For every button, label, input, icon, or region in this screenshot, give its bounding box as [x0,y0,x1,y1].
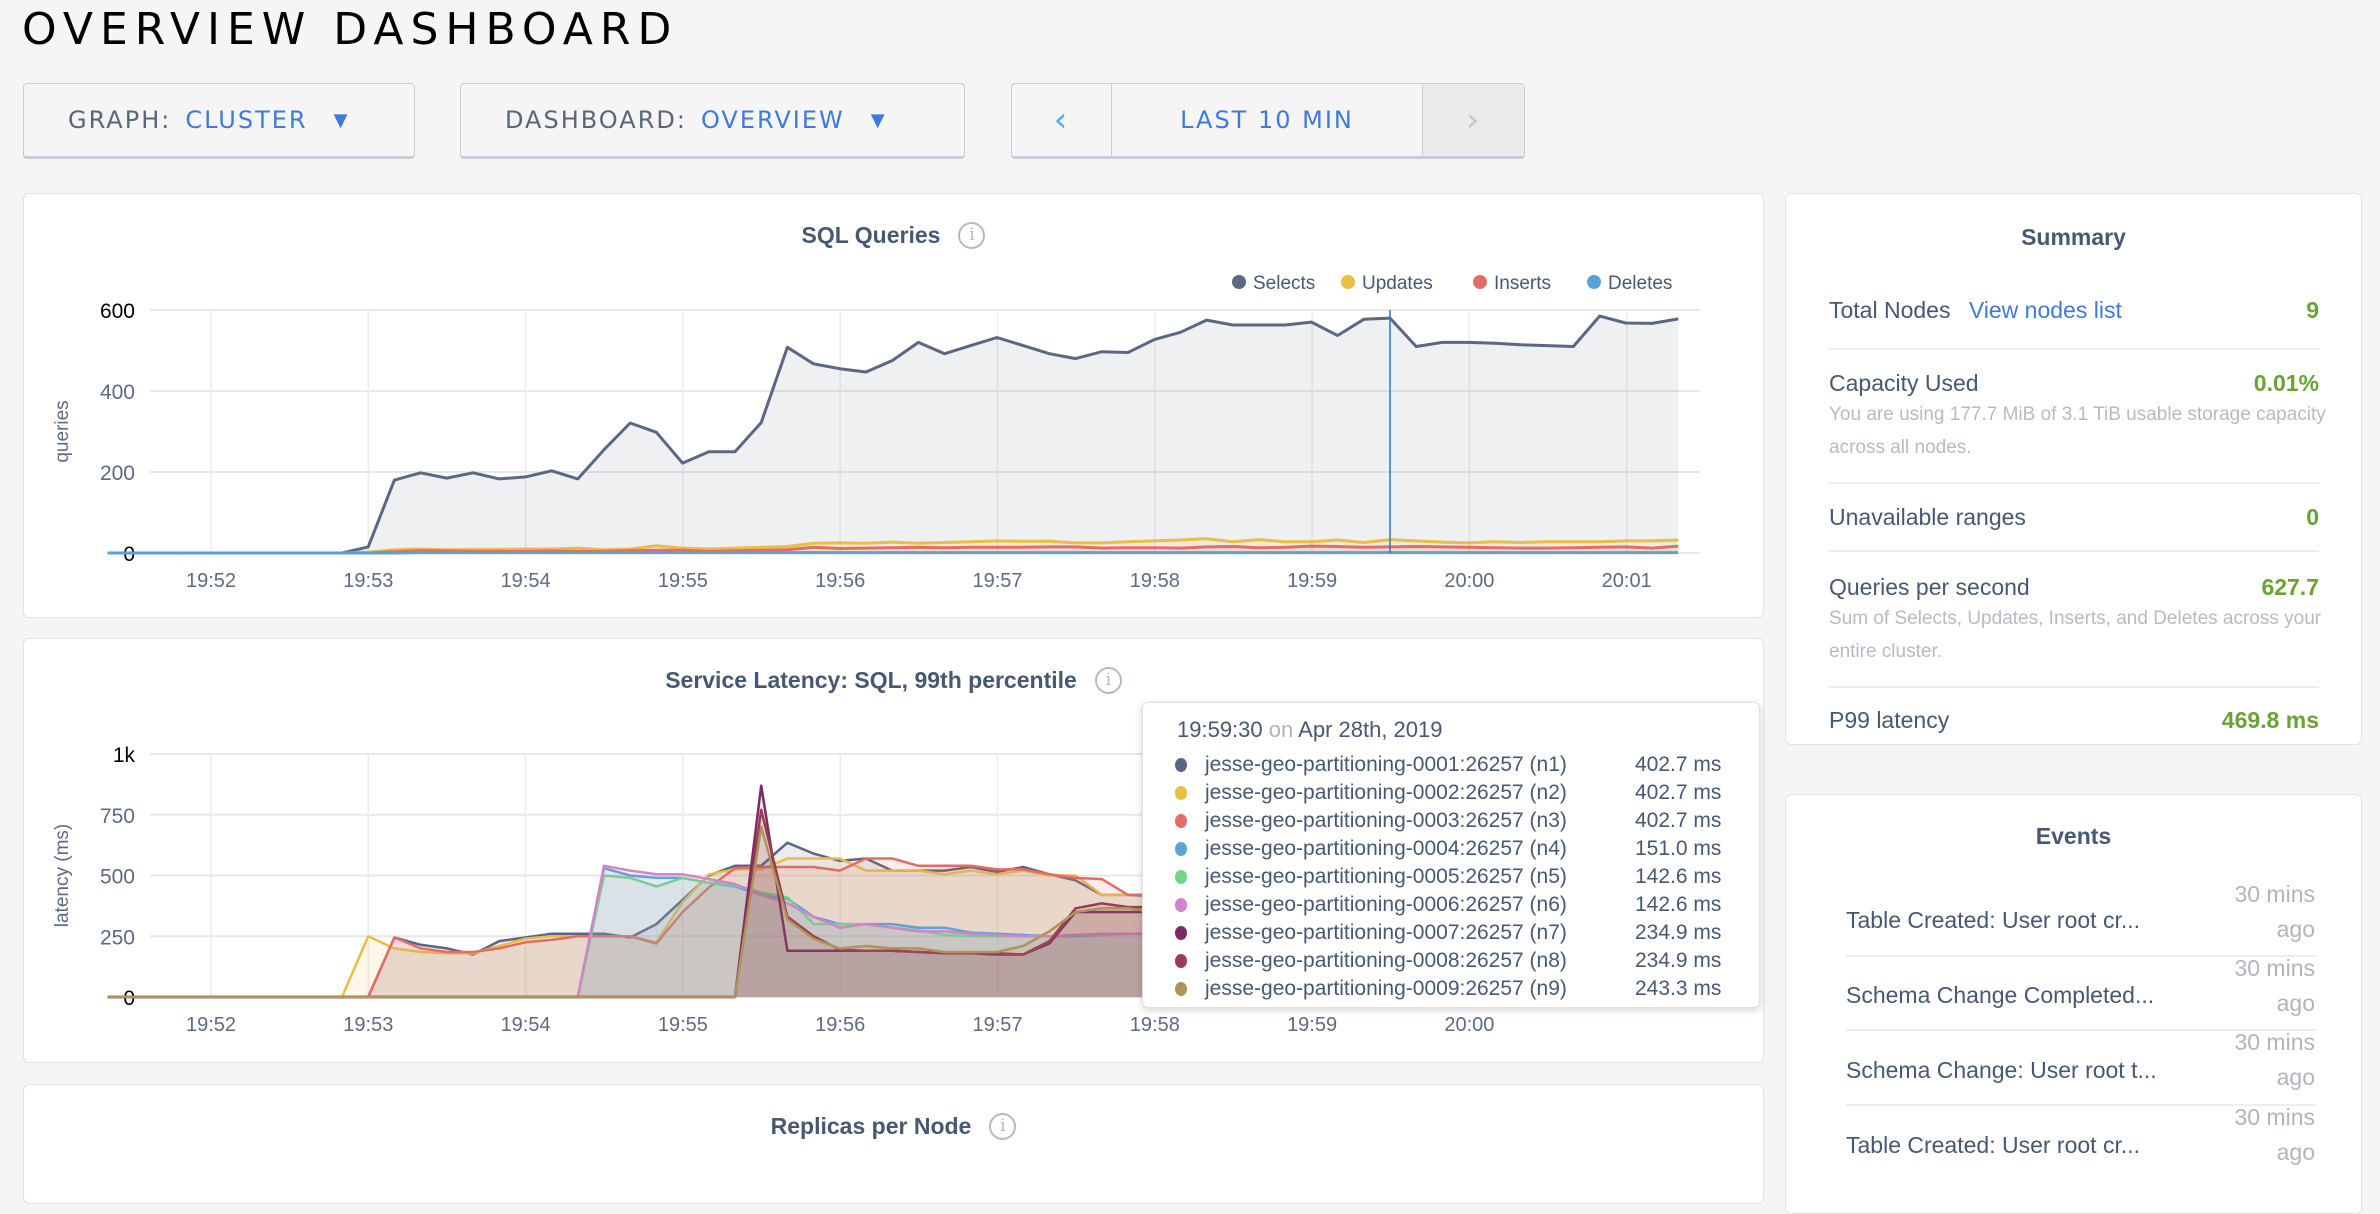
tooltip-time: 19:59:30 [1177,717,1263,742]
unavailable-label: Unavailable ranges [1829,504,2026,531]
divider [1829,550,2319,552]
series-dot-icon [1175,842,1187,856]
divider [1829,482,2319,484]
tooltip-row: jesse-geo-partitioning-0007:26257 (n7)23… [1175,921,1721,945]
series-dot-icon [1175,870,1187,884]
y-tick-label: 1k [113,744,136,767]
series-dot-icon [1175,786,1187,800]
x-tick-label: 19:56 [815,1014,865,1036]
total-nodes-label: Total Nodes [1829,297,1950,323]
info-icon[interactable]: i [989,1113,1016,1140]
qps-row: Queries per second 627.7 [1829,574,2319,601]
tooltip-node-value: 142.6 ms [1635,865,1721,889]
event-time: 30 mins ago [2195,951,2315,1021]
event-time: 30 mins ago [2195,1025,2315,1095]
event-item[interactable]: Schema Change Completed... [1846,982,2154,1009]
total-nodes-row: Total Nodes View nodes list 9 [1829,297,2319,324]
tooltip-node-value: 234.9 ms [1635,921,1721,945]
tooltip-node-name: jesse-geo-partitioning-0008:26257 (n8) [1205,949,1635,973]
tooltip-row: jesse-geo-partitioning-0006:26257 (n6)14… [1175,893,1721,917]
x-tick-label: 19:57 [972,1014,1022,1036]
event-time: 30 mins ago [2195,877,2315,947]
series-dot-icon [1175,954,1187,968]
x-tick-label: 19:52 [186,1014,236,1036]
qps-value: 627.7 [2261,574,2319,601]
x-tick-label: 19:53 [343,1014,393,1036]
capacity-value: 0.01% [2254,370,2319,397]
series-dot-icon [1175,926,1187,940]
tooltip-node-name: jesse-geo-partitioning-0009:26257 (n9) [1205,977,1635,1001]
tooltip-row: jesse-geo-partitioning-0003:26257 (n3)40… [1175,809,1721,833]
unavailable-value: 0 [2306,504,2319,531]
qps-description: Sum of Selects, Updates, Inserts, and De… [1829,602,2329,668]
tooltip-node-value: 234.9 ms [1635,949,1721,973]
tooltip-node-name: jesse-geo-partitioning-0006:26257 (n6) [1205,893,1635,917]
tooltip-node-name: jesse-geo-partitioning-0002:26257 (n2) [1205,781,1635,805]
tooltip-node-value: 402.7 ms [1635,753,1721,777]
summary-title: Summary [1786,224,2361,251]
series-dot-icon [1175,982,1187,996]
tooltip-node-name: jesse-geo-partitioning-0005:26257 (n5) [1205,865,1635,889]
capacity-label: Capacity Used [1829,370,1979,397]
p99-label: P99 latency [1829,707,1949,734]
tooltip-row: jesse-geo-partitioning-0005:26257 (n5)14… [1175,865,1721,889]
tooltip-row: jesse-geo-partitioning-0004:26257 (n4)15… [1175,837,1721,861]
tooltip-node-value: 151.0 ms [1635,837,1721,861]
capacity-description: You are using 177.7 MiB of 3.1 TiB usabl… [1829,398,2329,464]
divider [1829,348,2319,350]
total-nodes-value: 9 [2306,297,2319,324]
y-axis-label: latency (ms) [52,824,73,927]
x-tick-label: 20:00 [1444,1014,1494,1036]
tooltip-node-value: 142.6 ms [1635,893,1721,917]
divider [1829,686,2319,688]
series-dot-icon [1175,898,1187,912]
tooltip-row: jesse-geo-partitioning-0009:26257 (n9)24… [1175,977,1721,1001]
x-tick-label: 19:55 [658,1014,708,1036]
tooltip-row: jesse-geo-partitioning-0008:26257 (n8)23… [1175,949,1721,973]
x-tick-label: 19:59 [1287,1014,1337,1036]
p99-value: 469.8 ms [2222,707,2319,734]
tooltip-on: on [1269,717,1293,742]
latency-tooltip: 19:59:30 on Apr 28th, 2019 jesse-geo-par… [1142,702,1760,1008]
p99-row: P99 latency 469.8 ms [1829,707,2319,734]
view-nodes-link[interactable]: View nodes list [1969,297,2122,323]
x-tick-label: 19:54 [501,1014,551,1036]
unavailable-ranges-row: Unavailable ranges 0 [1829,504,2319,531]
qps-label: Queries per second [1829,574,2030,601]
tooltip-node-value: 243.3 ms [1635,977,1721,1001]
y-tick-label: 500 [100,866,135,889]
event-item[interactable]: Table Created: User root cr... [1846,907,2140,934]
summary-panel: Summary Total Nodes View nodes list 9 Ca… [1785,193,2362,745]
capacity-row: Capacity Used 0.01% [1829,370,2319,397]
series-dot-icon [1175,814,1187,828]
tooltip-node-name: jesse-geo-partitioning-0001:26257 (n1) [1205,753,1635,777]
tooltip-date: Apr 28th, 2019 [1298,717,1442,742]
tooltip-node-name: jesse-geo-partitioning-0007:26257 (n7) [1205,921,1635,945]
y-tick-label: 250 [100,926,135,949]
tooltip-row: jesse-geo-partitioning-0001:26257 (n1)40… [1175,753,1721,777]
replicas-title: Replicas per Node [771,1113,972,1140]
event-time: 30 mins ago [2195,1100,2315,1170]
series-dot-icon [1175,758,1187,772]
tooltip-node-name: jesse-geo-partitioning-0004:26257 (n4) [1205,837,1635,861]
y-tick-label: 750 [100,805,135,828]
x-tick-label: 19:58 [1130,1014,1180,1036]
events-title: Events [1786,823,2361,850]
tooltip-header: 19:59:30 on Apr 28th, 2019 [1177,717,1443,743]
replicas-per-node-panel: Replicas per Node i [23,1084,1764,1204]
tooltip-row: jesse-geo-partitioning-0002:26257 (n2)40… [1175,781,1721,805]
events-panel: Events Table Created: User root cr... 30… [1785,794,2362,1214]
y-tick-label: 0 [123,987,135,1010]
tooltip-node-value: 402.7 ms [1635,809,1721,833]
event-item[interactable]: Table Created: User root cr... [1846,1132,2140,1159]
tooltip-node-value: 402.7 ms [1635,781,1721,805]
event-item[interactable]: Schema Change: User root t... [1846,1057,2157,1084]
chart-title-row: Replicas per Node i [24,1113,1763,1140]
tooltip-node-name: jesse-geo-partitioning-0003:26257 (n3) [1205,809,1635,833]
